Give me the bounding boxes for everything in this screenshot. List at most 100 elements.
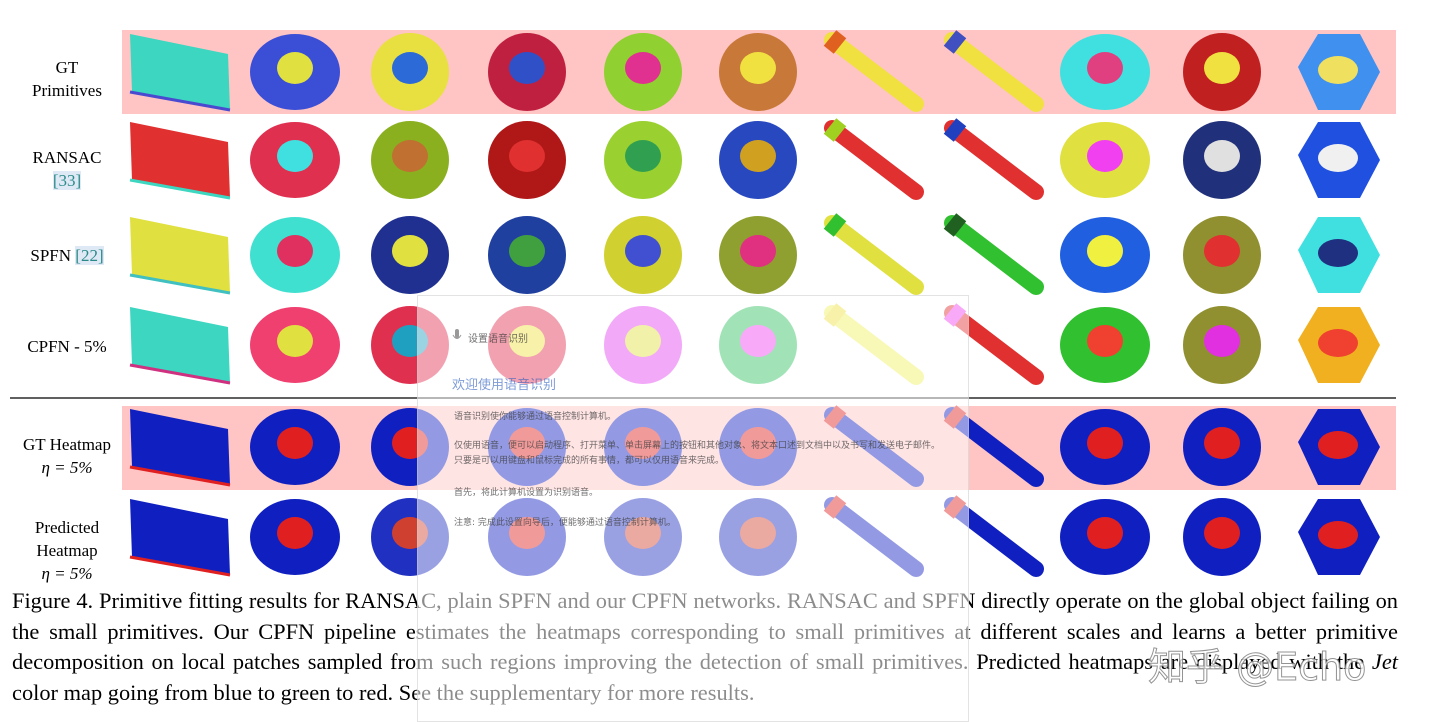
render-shape [130, 499, 230, 575]
render-shape [509, 235, 545, 267]
dialog-text: 语音识别使你能够通过语音控制计算机。 [454, 412, 617, 422]
label-text: Predicted [34, 517, 100, 537]
dialog-heading: 欢迎使用语音识别 [452, 378, 557, 393]
render-shape [277, 140, 313, 172]
label-line: η = 5% [0, 562, 134, 585]
mic-icon [452, 329, 462, 339]
render-shape [824, 32, 924, 112]
render-shape [277, 235, 313, 267]
render-shape [130, 34, 230, 110]
label-text: Primitives [32, 81, 102, 100]
render-shape [1204, 52, 1240, 84]
dialog-text: 注意: 完成此设置向导后，便能够通过语音控制计算机。 [454, 518, 676, 528]
render-shape [625, 52, 661, 84]
render-shape [943, 30, 967, 54]
row-label: RANSAC [33] [0, 146, 134, 192]
row-label: CPFN - 5% [0, 335, 134, 358]
render-shape [130, 307, 230, 383]
label-text: GT [55, 58, 79, 77]
dialog-title: 设置语音识别 [468, 334, 528, 345]
render-shape [1204, 427, 1240, 459]
row-label: GT Primitives [0, 56, 134, 102]
dialog-text: 首先，将此计算机设置为识别语音。 [454, 488, 599, 498]
label-line: GT [0, 56, 134, 79]
render-shape [1087, 52, 1123, 84]
render-shape [625, 140, 661, 172]
render-shape [740, 52, 776, 84]
render-shape [277, 52, 313, 84]
render-shape [1318, 56, 1358, 84]
render-shape [130, 409, 230, 485]
render-shape [1087, 235, 1123, 267]
render-shape [129, 465, 231, 487]
row-label: SPFN [22] [0, 244, 134, 267]
render-shape [129, 555, 231, 577]
render-shape [625, 235, 661, 267]
render-shape [1318, 431, 1358, 459]
render-shape [1204, 517, 1240, 549]
citation: [33] [52, 171, 82, 190]
label-line: [33] [0, 169, 134, 192]
label-text: RANSAC [32, 148, 102, 167]
label-line: Predicted [0, 516, 134, 539]
render-shape [740, 140, 776, 172]
math-label: η = 5% [41, 563, 93, 583]
render-shape [392, 52, 428, 84]
render-shape [129, 178, 231, 200]
render-shape [392, 140, 428, 172]
render-shape [1318, 521, 1358, 549]
render-shape [129, 90, 231, 112]
math-label: η = 5% [41, 458, 93, 477]
render-shape [944, 32, 1044, 112]
watermark: 知乎 @Echo [1147, 645, 1367, 690]
label-text: Heatmap [36, 540, 98, 560]
render-shape [1087, 427, 1123, 459]
render-shape [943, 118, 967, 142]
render-shape [509, 52, 545, 84]
render-shape [277, 325, 313, 357]
render-shape [824, 215, 924, 295]
render-shape [1318, 144, 1358, 172]
render-shape [1318, 239, 1358, 267]
render-shape [824, 120, 924, 200]
label-text: SPFN [30, 245, 72, 265]
render-shape [130, 122, 230, 198]
render-shape [277, 427, 313, 459]
label-line: Primitives [0, 79, 134, 102]
render-shape [823, 213, 847, 237]
caption-italic: Jet [1371, 649, 1398, 675]
render-shape [944, 215, 1044, 295]
label-line: SPFN [22] [0, 244, 134, 267]
render-shape [130, 217, 230, 293]
render-shape [823, 118, 847, 142]
render-shape [740, 235, 776, 267]
render-shape [1318, 329, 1358, 357]
label-line: RANSAC [0, 146, 134, 169]
render-shape [129, 273, 231, 295]
label-text: GT Heatmap [23, 435, 111, 454]
dialog-text: 仅使用语音，便可以启动程序、打开菜单、单击屏幕上的按钮和其他对象、将文本口述到文… [454, 441, 941, 466]
label-line: GT Heatmap [0, 433, 134, 456]
row-label: Predicted Heatmap η = 5% [0, 516, 134, 585]
row-label: GT Heatmap η = 5% [0, 433, 134, 479]
render-shape [1204, 140, 1240, 172]
render-shape [1087, 140, 1123, 172]
render-shape [392, 235, 428, 267]
label-line: CPFN - 5% [0, 335, 134, 358]
render-shape [509, 140, 545, 172]
render-shape [1087, 325, 1123, 357]
label-text: CPFN - 5% [27, 336, 107, 356]
render-shape [823, 30, 847, 54]
render-shape [943, 213, 967, 237]
render-shape [129, 363, 231, 385]
render-shape [944, 120, 1044, 200]
render-shape [1204, 325, 1240, 357]
render-shape [1087, 517, 1123, 549]
render-shape [1204, 235, 1240, 267]
render-shape [277, 517, 313, 549]
label-line: Heatmap [0, 539, 134, 562]
dialog: 设置语音识别 欢迎使用语音识别 语音识别使你能够通过语音控制计算机。 仅使用语音… [417, 295, 969, 722]
citation: [22] [75, 245, 104, 265]
label-line: η = 5% [0, 456, 134, 479]
